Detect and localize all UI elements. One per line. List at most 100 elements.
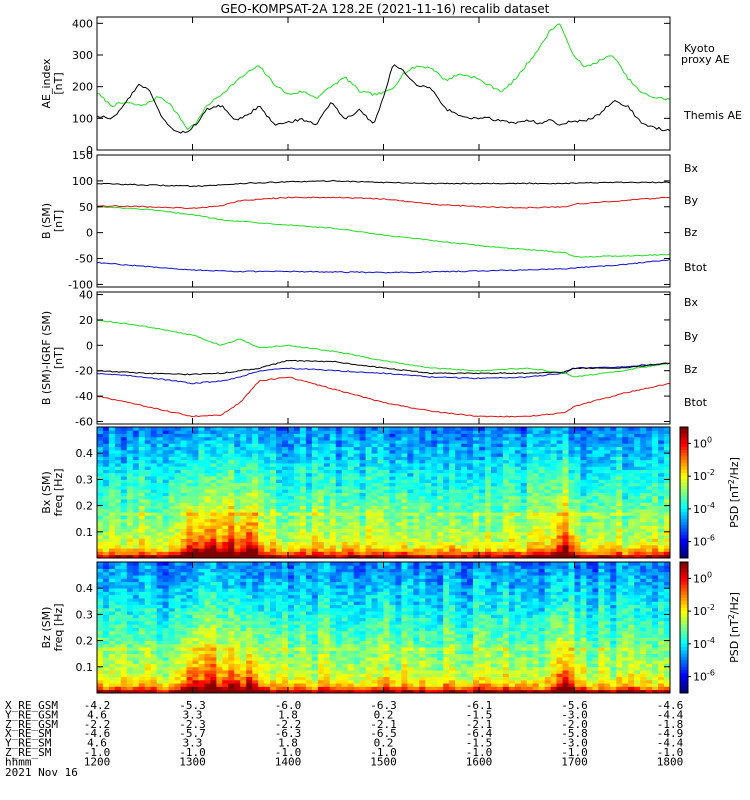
spectrogram-cell [568,528,575,533]
spectrogram-cell [616,538,623,543]
spectrogram-cell [144,653,152,658]
spectrogram-cell [264,531,271,536]
spectrogram-cell [246,443,253,448]
spectrogram-cell [276,535,283,539]
spectrogram-cell [628,495,635,500]
spectrogram-cell [252,535,259,539]
spectrogram-cell [186,660,193,664]
spectrogram-cell [347,482,355,487]
spectrogram-cell [97,505,104,510]
spectrogram-cell [508,538,516,543]
spectrogram-cell [156,588,164,592]
spectrogram-cell [389,544,396,549]
spectrogram-cell [628,449,635,454]
spectrogram-cell [341,525,349,529]
spectrogram-cell [222,581,229,586]
spectrogram-cell [132,591,140,596]
spectrogram-cell [126,449,134,454]
spectrogram-cell [144,463,152,467]
spectrogram-cell [144,548,152,552]
spectrogram-cell [395,538,402,543]
spectrogram-cell [198,469,205,474]
spectrogram-cell [550,525,557,529]
spectrogram-cell [234,476,241,480]
spectrogram-cell [634,453,641,457]
spectrogram-cell [592,456,599,461]
spectrogram-cell [634,515,641,520]
spectrogram-cell [371,541,378,546]
spectrogram-cell [126,440,134,444]
spectrogram-cell [556,502,563,506]
spectrogram-cell [538,453,546,457]
spectrogram-cell [383,521,390,526]
spectrogram-cell [216,521,223,526]
spectrogram-cell [114,571,122,576]
spectrogram-cell [210,472,217,477]
spectrogram-cell [305,544,313,549]
spectrogram-cell [180,617,187,622]
spectrogram-cell [288,541,295,546]
spectrogram-cell [520,427,528,431]
spectrogram-cell [628,427,635,431]
spectrogram-cell [174,683,181,687]
spectrogram-cell [550,485,557,490]
spectrogram-cell [658,525,665,529]
spectrogram-cell [652,446,659,451]
spectrogram-cell [174,482,181,487]
spectrogram-cell [168,679,175,684]
spectrogram-cell [210,548,217,552]
spectrogram-cell [234,492,241,497]
spectrogram-cell [664,518,671,523]
spectrogram-cell [622,485,629,490]
spectrogram-cell [258,495,265,500]
spectrogram-cell [168,571,175,576]
spectrogram-cell [646,446,653,451]
spectrogram-cell [413,427,420,431]
spectrogram-cell [586,538,593,543]
spectrogram-cell [108,679,116,684]
spectrogram-cell [610,449,617,454]
spectrogram-cell [473,512,480,516]
spectrogram-cell [556,535,563,539]
spectrogram-cell [341,427,349,431]
spectrogram-cell [544,427,552,431]
spectrogram-cell [640,449,647,454]
spectrogram-cell [97,634,104,638]
spectrogram-cell [496,548,504,552]
spectrogram-cell [365,443,372,448]
spectrogram-cell [508,502,516,506]
spectrogram-cell [502,446,510,451]
spectrogram-cell [162,485,170,490]
spectrogram-cell [664,427,671,431]
spectrogram-cell [479,531,486,536]
spectrogram-cell [234,449,241,454]
spectrogram-cell [132,446,140,451]
spectrogram-cell [222,673,229,678]
spectrogram-cell [216,611,223,615]
spectrogram-cell [108,670,116,674]
spectrogram-cell [574,485,581,490]
spectrogram-cell [532,430,540,434]
spectrogram-cell [598,472,605,477]
spectrogram-cell [216,459,223,464]
spectrogram-cell [461,515,468,520]
spectrogram-cell [156,650,164,655]
spectrogram-cell [365,515,372,520]
spectrogram-cell [383,436,390,441]
spectrogram-cell [514,489,522,493]
spectrogram-cell [150,443,158,448]
spectrogram-cell [168,663,175,668]
spectrogram-cell [305,554,313,559]
spectrogram-cell [371,502,378,506]
spectrogram-cell [479,515,486,520]
spectrogram-cell [467,502,474,506]
spectrogram-cell [174,459,181,464]
spectrogram-cell [144,647,152,651]
spectrogram-cell [395,485,402,490]
spectrogram-cell [132,679,140,684]
spectrogram-cell [138,604,146,609]
spectrogram-cell [204,663,211,668]
spectrogram-cell [413,443,420,448]
spectrogram-cell [335,472,343,477]
spectrogram-cell [520,521,528,526]
